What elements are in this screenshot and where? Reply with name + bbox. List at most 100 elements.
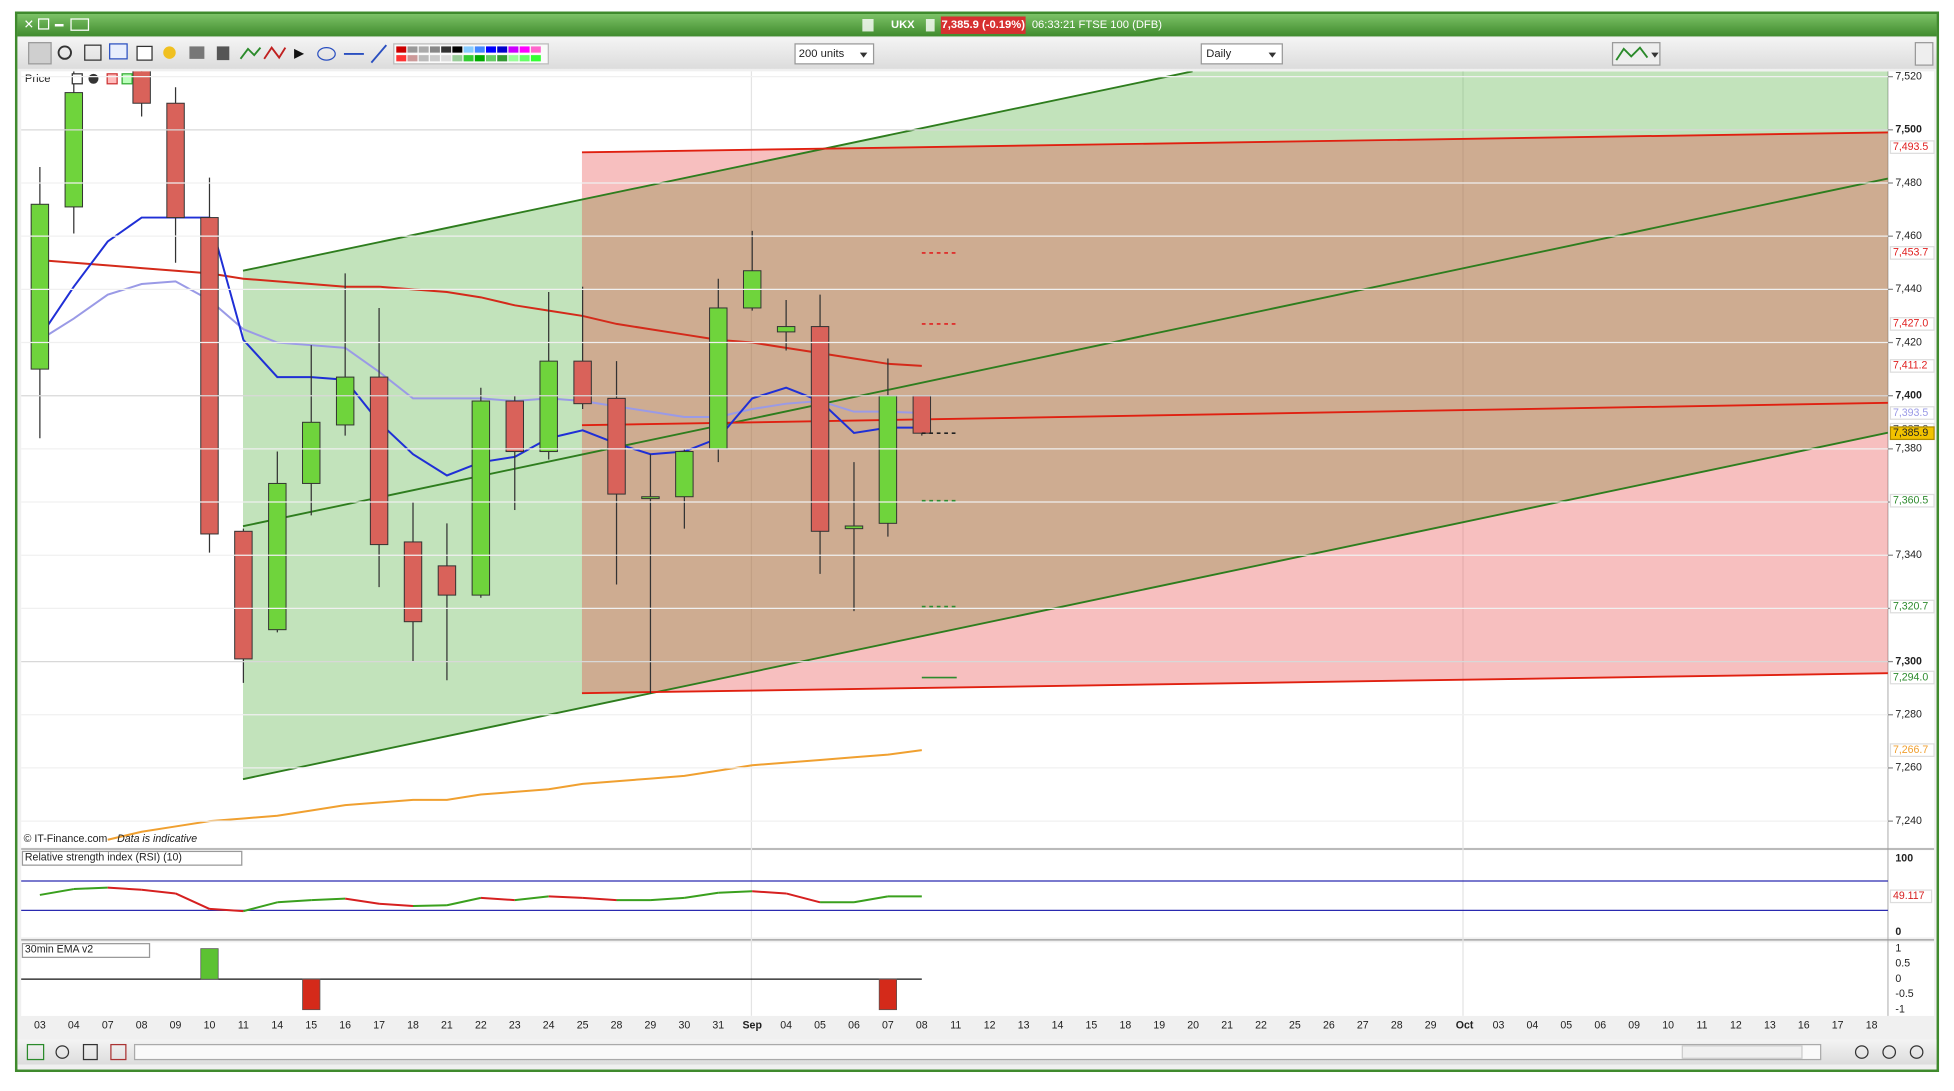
x-tick-label: 09 <box>1628 1020 1640 1032</box>
rsi-line <box>73 886 108 891</box>
x-tick-label: 03 <box>1493 1020 1505 1032</box>
quote-time: 06:33:21 FTSE 100 (DFB) <box>1032 19 1162 31</box>
rsi-line <box>785 892 821 904</box>
minimize-icon[interactable] <box>54 23 64 27</box>
quote-box <box>940 16 1026 34</box>
y-tick-label: 7,300 <box>1895 655 1922 667</box>
level-label: 7,493.5 <box>1893 141 1928 153</box>
channel-upper <box>242 71 1193 272</box>
ema-header <box>21 943 151 958</box>
x-tick-label: 19 <box>1153 1020 1165 1032</box>
line-tool[interactable] <box>239 47 262 60</box>
panel-icon[interactable] <box>106 73 118 85</box>
text-tool[interactable] <box>136 45 153 61</box>
trend-tool[interactable] <box>370 44 388 64</box>
bottom-icon[interactable] <box>26 1043 45 1061</box>
ema-tick-label: 0.5 <box>1895 958 1910 970</box>
candle-body <box>437 565 457 596</box>
scroll-thumb[interactable] <box>1681 1045 1803 1059</box>
y-tick-label: 7,520 <box>1895 70 1922 82</box>
y-tick-label: 7,260 <box>1895 762 1922 774</box>
channel-lower <box>242 431 1888 781</box>
range-fill <box>581 132 1888 694</box>
x-tick-label: 27 <box>1357 1020 1369 1032</box>
source: © IT-Finance.com <box>24 833 108 845</box>
candle-body <box>166 102 185 219</box>
x-tick-label: 16 <box>339 1020 351 1032</box>
y-tick-label: 7,440 <box>1895 283 1922 295</box>
scrollbar[interactable] <box>133 1043 1822 1061</box>
level-box <box>1889 359 1935 373</box>
rsi-line <box>514 895 549 902</box>
level-label: 7,266.7 <box>1893 744 1928 756</box>
chart-tool[interactable] <box>84 44 102 61</box>
zoom-out[interactable] <box>1882 1045 1897 1059</box>
note: Data is indicative <box>117 833 197 845</box>
shape-tool[interactable] <box>317 47 336 61</box>
alert-tool[interactable] <box>163 46 176 59</box>
line-tool-2[interactable] <box>263 46 287 60</box>
candle-body <box>302 421 321 484</box>
x-tick-label: 22 <box>475 1020 487 1032</box>
x-tick-label: 14 <box>1052 1020 1064 1032</box>
ema-title: 30min EMA v2 <box>25 944 93 956</box>
color-palette[interactable] <box>393 43 549 65</box>
candle-body <box>505 400 524 453</box>
close-icon[interactable]: ✕ <box>24 18 34 32</box>
y-tick-label: 7,420 <box>1895 336 1922 348</box>
x-tick-label: 10 <box>1662 1020 1674 1032</box>
period-select[interactable] <box>1200 43 1283 65</box>
rsi-line <box>107 886 142 891</box>
y-tick-label: 7,340 <box>1895 549 1922 561</box>
candle-body <box>573 360 592 405</box>
bottom-icon[interactable] <box>82 1043 98 1061</box>
candle-body <box>234 530 253 660</box>
zoom-fit[interactable] <box>1854 1045 1869 1059</box>
candle-body <box>844 525 864 530</box>
panel-icon[interactable] <box>121 73 133 85</box>
candle-body <box>641 496 660 500</box>
symbol: UKX <box>891 19 915 31</box>
zoom-in[interactable] <box>1909 1045 1924 1059</box>
candle-body <box>810 326 830 532</box>
delete-tool[interactable] <box>216 46 230 61</box>
panel-icon[interactable] <box>71 73 83 85</box>
side-button[interactable] <box>1914 42 1934 66</box>
rsi-line <box>141 888 176 895</box>
arrow-tool[interactable] <box>294 48 305 59</box>
rsi-line <box>853 895 889 904</box>
candle-body <box>607 397 626 495</box>
pointer-tool[interactable] <box>28 42 52 65</box>
rsi-header <box>21 850 243 866</box>
zoom-tool[interactable] <box>57 45 72 60</box>
bottom-icon[interactable] <box>55 1045 70 1059</box>
x-tick-label: 04 <box>68 1020 80 1032</box>
keyboard-icon[interactable] <box>70 18 90 31</box>
level-label: 7,385.9 <box>1893 427 1928 439</box>
bottom-icon[interactable] <box>110 1043 127 1061</box>
x-tick-label: 28 <box>611 1020 623 1032</box>
ema-tick-label: -0.5 <box>1895 988 1913 1000</box>
info-icon[interactable] <box>925 18 935 32</box>
restore-icon[interactable] <box>38 18 50 30</box>
y-tick-label: 7,380 <box>1895 443 1922 455</box>
panel-close[interactable] <box>88 73 99 84</box>
candle-body <box>675 451 694 498</box>
level-box <box>1889 670 1935 685</box>
candle-body <box>403 541 423 623</box>
rsi-line <box>379 902 414 907</box>
x-tick-label: 05 <box>814 1020 826 1032</box>
x-tick-label: 04 <box>1527 1020 1539 1032</box>
indicator-arrow <box>1651 52 1659 58</box>
level-box <box>1889 140 1935 154</box>
rsi-line <box>311 897 346 902</box>
rsi-panel <box>21 850 1935 938</box>
level-box <box>1889 406 1935 420</box>
raff-tool[interactable] <box>109 43 128 60</box>
instrument-icon[interactable] <box>862 18 874 32</box>
rsi-title: Relative strength index (RSI) (10) <box>25 851 182 863</box>
tools-icon[interactable] <box>189 46 205 59</box>
rsi-line <box>480 896 515 902</box>
units-select[interactable] <box>794 43 875 65</box>
candle-body <box>335 376 355 426</box>
